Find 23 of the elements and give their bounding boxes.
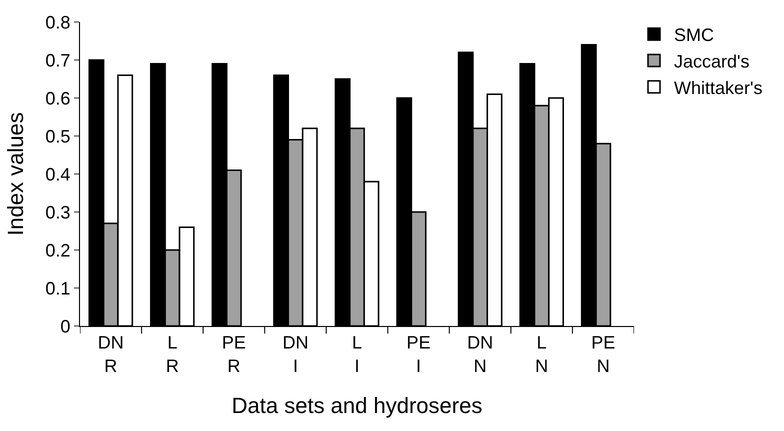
legend-label: Whittaker's xyxy=(674,78,762,98)
x-tick-label: L I xyxy=(352,332,362,376)
y-tick-label: 0.3 xyxy=(45,202,70,222)
y-tick-label: 0.6 xyxy=(45,88,70,108)
y-tick-label: 0.8 xyxy=(45,12,70,32)
y-tick-label: 0.1 xyxy=(45,278,70,298)
x-tick-label: DN I xyxy=(282,332,308,376)
x-tick-label: PE R xyxy=(222,332,246,376)
legend-label: Jaccard's xyxy=(674,52,750,72)
y-axis-title: Index values xyxy=(3,112,28,236)
y-tick-label: 0.4 xyxy=(45,164,70,184)
y-tick-label: 0 xyxy=(60,316,70,336)
x-tick-label: DN R xyxy=(98,332,124,376)
x-tick-label: PE N xyxy=(591,332,616,376)
x-axis-title: Data sets and hydroseres xyxy=(232,392,482,418)
x-tick-label: L R xyxy=(166,332,179,376)
legend-label: SMC xyxy=(674,25,714,46)
x-tick-label: PE I xyxy=(406,332,431,376)
y-tick-label: 0.5 xyxy=(45,126,70,146)
y-tick-label: 0.2 xyxy=(45,240,70,260)
x-tick-label: DN N xyxy=(467,332,494,376)
y-tick-label: 0.7 xyxy=(45,50,70,70)
x-tick-label: L N xyxy=(535,332,548,376)
